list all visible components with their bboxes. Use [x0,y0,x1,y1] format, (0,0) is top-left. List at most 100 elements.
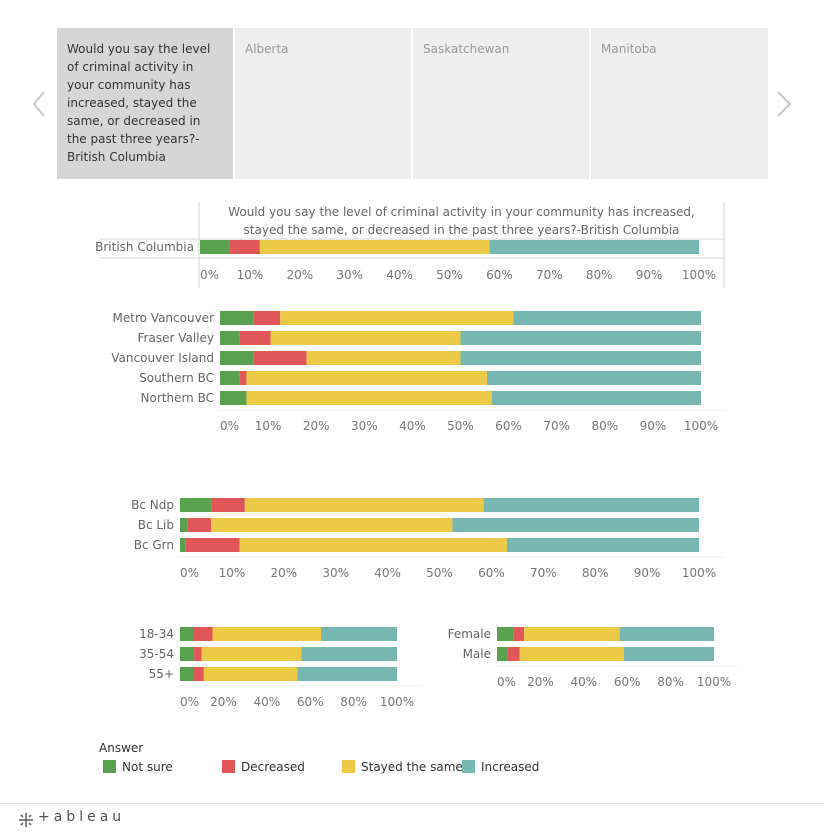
chart-1: Metro Vancouver Fraser Valley Vancouver Is… [111,311,725,433]
bar-bc-grn-not-sure[interactable] [180,538,186,552]
tick-label: 100% [684,419,718,433]
tick-label: 20% [270,566,297,580]
bar-female-decreased[interactable] [513,627,525,641]
chart-title: Would you say the level of criminal acti… [228,205,695,219]
row-label-southern-bc: Southern BC [139,371,214,385]
bar-fraser-valley-decreased[interactable] [239,331,271,345]
bar-bc-ndp-stayed-the-same[interactable] [244,498,484,512]
tick-label: 100% [682,566,716,580]
bar-metro-vancouver-increased[interactable] [513,311,701,325]
tab-saskatchewan[interactable]: Saskatchewan [413,28,589,179]
charts-area: Would you say the level of criminal acti… [95,202,738,709]
row-label-female: Female [448,627,491,641]
bar-55-increased[interactable] [297,667,397,681]
bar-male-stayed-the-same[interactable] [519,647,624,661]
bar-female-stayed-the-same[interactable] [524,627,620,641]
legend-swatch [462,760,475,773]
legend-item-not-sure[interactable]: Not sure [103,760,173,774]
tick-label: 20% [286,268,313,282]
tick-label: 10% [237,268,264,282]
tick-label: 60% [486,268,513,282]
bar-vancouver-island-stayed-the-same[interactable] [306,351,461,365]
bar-southern-bc-stayed-the-same[interactable] [246,371,487,385]
tick-label: 0% [497,675,516,689]
bar-metro-vancouver-not-sure[interactable] [220,311,254,325]
story-tabs: Would you say the level of criminal acti… [57,28,768,179]
bar-british-columbia-stayed-the-same[interactable] [259,240,490,254]
bar-vancouver-island-not-sure[interactable] [220,351,254,365]
carousel-prev-arrow[interactable] [28,88,52,120]
bar-vancouver-island-increased[interactable] [460,351,702,365]
row-label-northern-bc: Northern BC [141,391,215,405]
bar-35-54-increased[interactable] [301,647,397,661]
legend-swatch [342,760,355,773]
bar-35-54-not-sure[interactable] [180,647,195,661]
bar-metro-vancouver-decreased[interactable] [253,311,281,325]
bar-male-decreased[interactable] [507,647,520,661]
tick-label: 90% [636,268,663,282]
bar-bc-ndp-decreased[interactable] [211,498,245,512]
bar-18-34-stayed-the-same[interactable] [212,627,322,641]
row-label-bc-lib: Bc Lib [138,518,174,532]
bar-bc-lib-stayed-the-same[interactable] [211,518,453,532]
carousel-next-arrow[interactable] [772,88,796,120]
bar-bc-lib-decreased[interactable] [187,518,212,532]
bar-british-columbia-not-sure[interactable] [200,240,230,254]
legend-item-increased[interactable]: Increased [462,760,539,774]
tick-label: 60% [614,675,641,689]
bar-female-not-sure[interactable] [497,627,514,641]
bar-fraser-valley-stayed-the-same[interactable] [270,331,461,345]
chevron-right-icon [777,91,792,117]
tick-label: 40% [253,695,280,709]
legend-label: Stayed the same [361,760,463,774]
bar-35-54-stayed-the-same[interactable] [201,647,302,661]
bar-northern-bc-increased[interactable] [491,391,701,405]
chart-4: Female Male 0% 20% 40% 60% 80% 100% [448,627,738,689]
tick-label: 0% [200,268,219,282]
bar-southern-bc-increased[interactable] [486,371,701,385]
bar-35-54-decreased[interactable] [194,647,202,661]
bar-vancouver-island-decreased[interactable] [253,351,307,365]
legend-swatch [103,760,116,773]
bar-british-columbia-increased[interactable] [489,240,699,254]
legend-item-decreased[interactable]: Decreased [222,760,305,774]
tableau-logo-icon [19,813,33,827]
bar-55-decreased[interactable] [193,667,204,681]
bar-fraser-valley-increased[interactable] [460,331,702,345]
bar-bc-ndp-not-sure[interactable] [180,498,212,512]
bar-18-34-decreased[interactable] [193,627,213,641]
bar-male-not-sure[interactable] [497,647,508,661]
bar-18-34-increased[interactable] [321,627,397,641]
bar-southern-bc-not-sure[interactable] [220,371,240,385]
bar-northern-bc-stayed-the-same[interactable] [246,391,492,405]
bar-male-increased[interactable] [623,647,714,661]
bar-fraser-valley-not-sure[interactable] [220,331,240,345]
bar-metro-vancouver-stayed-the-same[interactable] [280,311,514,325]
bar-bc-grn-increased[interactable] [506,538,699,552]
bar-british-columbia-decreased[interactable] [229,240,260,254]
bar-northern-bc-not-sure[interactable] [220,391,247,405]
bar-bc-lib-not-sure[interactable] [180,518,188,532]
bar-bc-grn-stayed-the-same[interactable] [239,538,507,552]
bar-female-increased[interactable] [619,627,714,641]
tick-label: 60% [495,419,522,433]
bar-bc-lib-increased[interactable] [452,518,699,532]
tick-label: 100% [682,268,716,282]
tab-british-columbia[interactable]: Would you say the level of criminal acti… [57,28,233,179]
tick-label: 70% [536,268,563,282]
bar-18-34-not-sure[interactable] [180,627,194,641]
bar-southern-bc-decreased[interactable] [239,371,247,385]
tick-label: 0% [180,566,199,580]
tick-label: 0% [220,419,239,433]
tab-manitoba[interactable]: Manitoba [591,28,768,179]
bar-55-not-sure[interactable] [180,667,194,681]
tick-label: 80% [591,419,618,433]
bar-bc-ndp-increased[interactable] [483,498,699,512]
chart-title: stayed the same, or decreased in the pas… [244,223,680,237]
tick-label: 80% [657,675,684,689]
legend-item-stayed-the-same[interactable]: Stayed the same [342,760,463,774]
bar-55-stayed-the-same[interactable] [203,667,298,681]
row-label-fraser-valley: Fraser Valley [138,331,214,345]
tab-alberta[interactable]: Alberta [235,28,411,179]
bar-bc-grn-decreased[interactable] [185,538,240,552]
